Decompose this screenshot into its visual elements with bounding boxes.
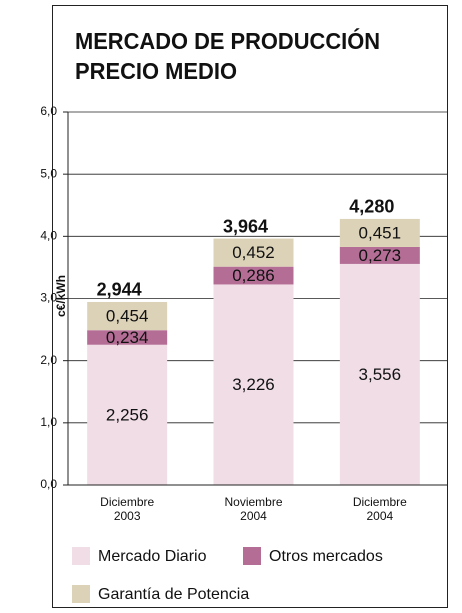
bar-segment [339, 263, 420, 485]
x-tick-label: Noviembre 2004 [224, 495, 282, 523]
bar-segment [87, 330, 168, 345]
value-label: 0,273 [359, 246, 402, 265]
x-tick-label: Diciembre 2003 [100, 495, 154, 523]
y-tick-label: 0,0 [40, 477, 57, 491]
y-tick-label: 1,0 [40, 415, 57, 429]
y-tick-label: 3,0 [40, 291, 57, 305]
value-label: 0,451 [359, 223, 402, 242]
y-axis-label: c€/kWh [54, 275, 68, 317]
frame [52, 5, 448, 608]
legend-swatch [243, 547, 261, 565]
value-label: 2,256 [106, 405, 149, 424]
bar-segment [213, 238, 294, 267]
bar-segment [339, 246, 420, 264]
legend-swatch [72, 585, 90, 603]
y-tick-label: 6,0 [40, 104, 57, 118]
legend-swatch [72, 547, 90, 565]
total-label: 2,944 [97, 280, 142, 300]
x-tick-label: Diciembre 2004 [353, 495, 407, 523]
total-label: 4,280 [349, 197, 394, 217]
bar-segment [339, 218, 420, 247]
value-label: 3,556 [359, 365, 402, 384]
bar-segment [87, 301, 168, 331]
legend-label: Mercado Diario [98, 548, 207, 565]
chart-title: PRECIO MEDIO [75, 58, 237, 84]
value-label: 0,286 [232, 266, 275, 285]
y-tick-label: 4,0 [40, 229, 57, 243]
chart-title: MERCADO DE PRODUCCIÓN [75, 27, 380, 54]
value-label: 0,454 [106, 307, 149, 326]
value-label: 3,226 [232, 375, 275, 394]
total-label: 3,964 [223, 216, 268, 236]
value-label: 0,452 [232, 243, 275, 262]
legend-label: Garantía de Potencia [98, 586, 249, 603]
y-tick-label: 2,0 [40, 353, 57, 367]
bar-segment [213, 266, 294, 285]
bar-segment [87, 344, 168, 485]
legend-label: Otros mercados [269, 548, 383, 565]
y-tick-label: 5,0 [40, 166, 57, 180]
bar-segment [213, 284, 294, 485]
value-label: 0,234 [106, 328, 149, 347]
